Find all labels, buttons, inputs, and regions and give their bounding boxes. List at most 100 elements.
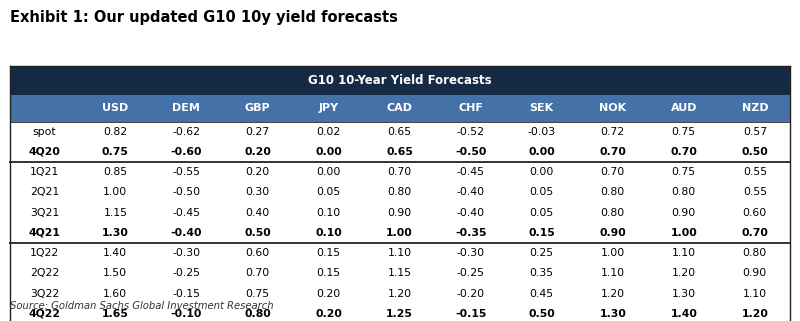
Text: 0.70: 0.70 xyxy=(601,167,625,177)
Text: CHF: CHF xyxy=(458,103,483,114)
Text: 1.15: 1.15 xyxy=(387,268,411,278)
Text: 0.20: 0.20 xyxy=(246,167,270,177)
Text: 0.27: 0.27 xyxy=(246,127,270,137)
Text: USD: USD xyxy=(102,103,129,114)
Text: 0.00: 0.00 xyxy=(530,167,554,177)
Text: -0.25: -0.25 xyxy=(457,268,485,278)
Text: 0.40: 0.40 xyxy=(246,208,270,218)
Text: 4Q22: 4Q22 xyxy=(29,309,61,319)
Text: Exhibit 1: Our updated G10 10y yield forecasts: Exhibit 1: Our updated G10 10y yield for… xyxy=(10,10,398,25)
Text: -0.15: -0.15 xyxy=(455,309,486,319)
Text: 0.05: 0.05 xyxy=(530,187,554,197)
Text: 1.40: 1.40 xyxy=(103,248,127,258)
Text: 1.20: 1.20 xyxy=(387,289,412,299)
Text: 0.20: 0.20 xyxy=(315,309,342,319)
Text: NOK: NOK xyxy=(599,103,626,114)
Text: 0.80: 0.80 xyxy=(601,187,625,197)
Text: -0.35: -0.35 xyxy=(455,228,486,238)
Text: 0.75: 0.75 xyxy=(672,167,696,177)
Text: 1.00: 1.00 xyxy=(103,187,127,197)
Text: 0.70: 0.70 xyxy=(387,167,412,177)
Text: 0.10: 0.10 xyxy=(316,208,341,218)
Text: 0.20: 0.20 xyxy=(244,147,271,157)
Text: -0.20: -0.20 xyxy=(457,289,485,299)
Text: -0.40: -0.40 xyxy=(170,228,202,238)
Text: 4Q21: 4Q21 xyxy=(29,228,61,238)
Text: 0.50: 0.50 xyxy=(528,309,555,319)
Text: 0.55: 0.55 xyxy=(743,167,767,177)
Text: 0.50: 0.50 xyxy=(244,228,271,238)
Text: -0.40: -0.40 xyxy=(457,208,485,218)
Text: 0.60: 0.60 xyxy=(742,208,767,218)
Text: 0.35: 0.35 xyxy=(530,268,554,278)
Text: 0.65: 0.65 xyxy=(387,127,412,137)
Text: -0.45: -0.45 xyxy=(172,208,200,218)
Text: -0.62: -0.62 xyxy=(172,127,200,137)
Text: -0.50: -0.50 xyxy=(455,147,486,157)
Text: -0.50: -0.50 xyxy=(172,187,201,197)
Text: 0.15: 0.15 xyxy=(528,228,555,238)
Text: 1.30: 1.30 xyxy=(102,228,129,238)
Text: -0.25: -0.25 xyxy=(172,268,200,278)
Text: 0.25: 0.25 xyxy=(530,248,554,258)
Text: 1.20: 1.20 xyxy=(672,268,696,278)
Text: DEM: DEM xyxy=(173,103,200,114)
Text: 1.30: 1.30 xyxy=(672,289,696,299)
Text: 0.30: 0.30 xyxy=(246,187,270,197)
Text: 0.75: 0.75 xyxy=(672,127,696,137)
Text: -0.30: -0.30 xyxy=(457,248,485,258)
Text: 0.80: 0.80 xyxy=(672,187,696,197)
Text: SEK: SEK xyxy=(530,103,554,114)
Text: -0.30: -0.30 xyxy=(172,248,201,258)
Text: 0.70: 0.70 xyxy=(246,268,270,278)
Text: 0.80: 0.80 xyxy=(601,208,625,218)
Text: 0.82: 0.82 xyxy=(103,127,127,137)
Text: 1.10: 1.10 xyxy=(387,248,412,258)
Text: 0.10: 0.10 xyxy=(315,228,342,238)
Text: G10 10-Year Yield Forecasts: G10 10-Year Yield Forecasts xyxy=(308,74,492,87)
Text: 0.15: 0.15 xyxy=(317,268,341,278)
Text: 0.00: 0.00 xyxy=(315,147,342,157)
Text: -0.60: -0.60 xyxy=(170,147,202,157)
Text: 0.60: 0.60 xyxy=(246,248,270,258)
Text: JPY: JPY xyxy=(318,103,338,114)
Text: 0.80: 0.80 xyxy=(742,248,767,258)
Text: -0.45: -0.45 xyxy=(457,167,485,177)
Text: 1.20: 1.20 xyxy=(742,309,768,319)
Text: 4Q20: 4Q20 xyxy=(29,147,61,157)
Text: 0.20: 0.20 xyxy=(316,289,341,299)
Text: 0.57: 0.57 xyxy=(743,127,767,137)
Text: 1.30: 1.30 xyxy=(599,309,626,319)
Text: 0.90: 0.90 xyxy=(742,268,767,278)
Text: spot: spot xyxy=(33,127,57,137)
Text: Source: Goldman Sachs Global Investment Research: Source: Goldman Sachs Global Investment … xyxy=(10,301,274,311)
Text: 1.10: 1.10 xyxy=(672,248,696,258)
Text: 1.00: 1.00 xyxy=(601,248,625,258)
Text: 0.80: 0.80 xyxy=(387,187,412,197)
Text: -0.40: -0.40 xyxy=(457,187,485,197)
Text: 1.20: 1.20 xyxy=(601,289,625,299)
Text: 0.90: 0.90 xyxy=(599,228,626,238)
Text: 0.75: 0.75 xyxy=(102,147,129,157)
Text: 0.00: 0.00 xyxy=(528,147,555,157)
Text: 1.40: 1.40 xyxy=(670,309,698,319)
Text: 2Q21: 2Q21 xyxy=(30,187,59,197)
Text: 1.10: 1.10 xyxy=(743,289,767,299)
Text: 1Q21: 1Q21 xyxy=(30,167,59,177)
Text: AUD: AUD xyxy=(670,103,697,114)
Text: 0.50: 0.50 xyxy=(742,147,768,157)
Text: GBP: GBP xyxy=(245,103,270,114)
Text: 1.65: 1.65 xyxy=(102,309,129,319)
Text: 1.15: 1.15 xyxy=(103,208,127,218)
Text: 0.45: 0.45 xyxy=(530,289,554,299)
Text: 0.05: 0.05 xyxy=(316,187,341,197)
Text: 1.00: 1.00 xyxy=(386,228,413,238)
Text: 0.00: 0.00 xyxy=(316,167,341,177)
Text: -0.55: -0.55 xyxy=(172,167,200,177)
Text: -0.03: -0.03 xyxy=(528,127,556,137)
Text: 0.85: 0.85 xyxy=(103,167,127,177)
Text: 0.70: 0.70 xyxy=(742,228,768,238)
Text: 3Q22: 3Q22 xyxy=(30,289,59,299)
Text: 0.02: 0.02 xyxy=(316,127,341,137)
Text: 0.55: 0.55 xyxy=(743,187,767,197)
